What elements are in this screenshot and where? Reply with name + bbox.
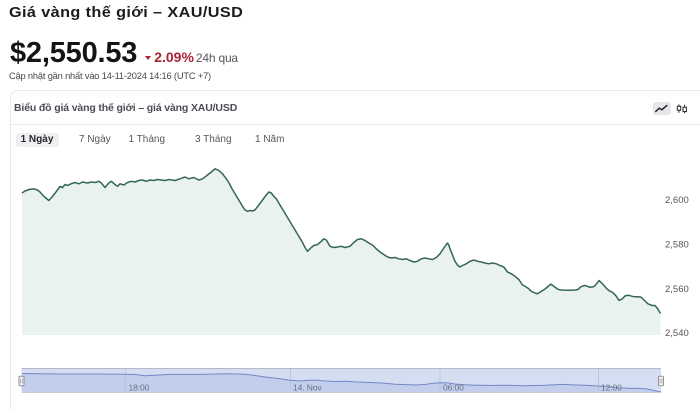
svg-text:2,600: 2,600 [665, 195, 689, 206]
svg-text:2,580: 2,580 [665, 240, 689, 251]
svg-text:12:00: 12:00 [601, 383, 622, 393]
svg-text:2,560: 2,560 [665, 284, 689, 295]
svg-text:14. Nov: 14. Nov [293, 383, 322, 393]
svg-text:06:00: 06:00 [443, 383, 464, 393]
svg-text:2,540: 2,540 [665, 328, 689, 339]
svg-text:18:00: 18:00 [129, 383, 150, 393]
